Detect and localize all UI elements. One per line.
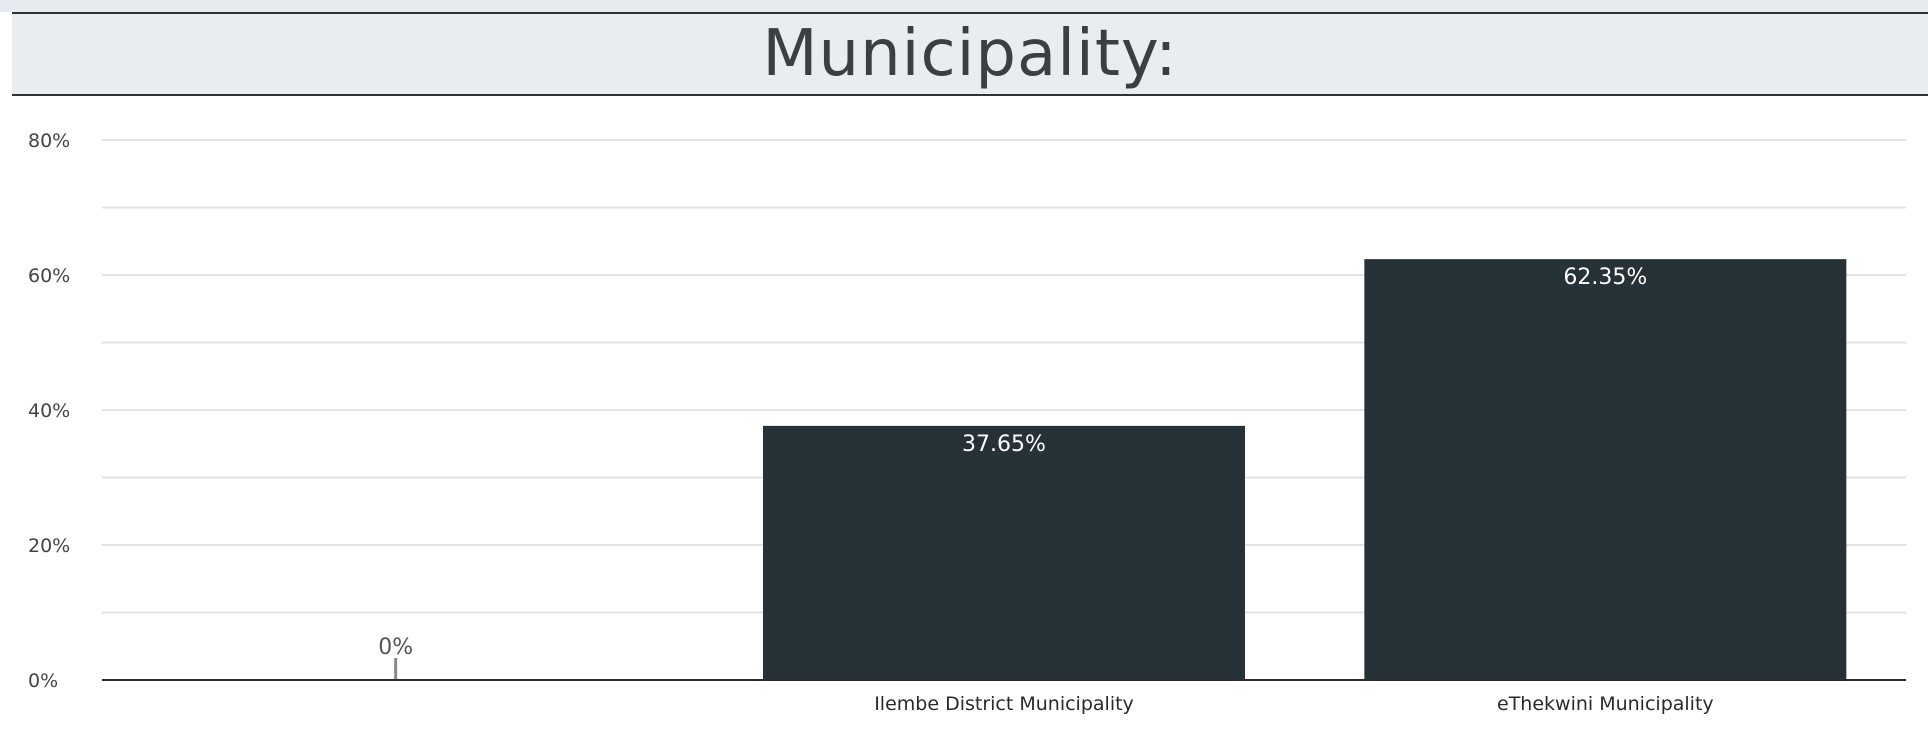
y-tick-label: 60% [28,265,70,287]
y-axis-ticks: 0% 20% 40% 60% 80% [28,130,70,692]
y-tick-label: 40% [28,400,70,422]
x-axis-ticks: Ilembe District Municipality eThekwini Mu… [874,693,1713,715]
title-bar: Municipality: [12,12,1928,96]
bar-chart: 0% 20% 40% 60% 80% 0% 37.65% 62.35% Ilembe Dis… [28,130,1906,715]
top-rule [0,0,1928,12]
bars [394,259,1847,680]
bar[interactable] [763,425,1245,680]
bar-value-label: 0% [378,635,413,660]
bar-value-label: 37.65% [962,432,1046,457]
x-tick-label: Ilembe District Municipality [874,693,1134,715]
y-tick-label: 20% [28,535,70,557]
x-tick-label: eThekwini Municipality [1497,693,1714,715]
chart-area: 0% 20% 40% 60% 80% 0% 37.65% 62.35% Ilembe Dis… [0,96,1928,731]
y-tick-label: 80% [28,130,70,152]
bar-labels: 0% 37.65% 62.35% [378,265,1647,660]
chart-title: Municipality: [762,17,1178,91]
y-tick-label: 0% [28,670,58,692]
bar[interactable] [1364,259,1847,680]
bar-value-label: 62.35% [1563,265,1647,290]
